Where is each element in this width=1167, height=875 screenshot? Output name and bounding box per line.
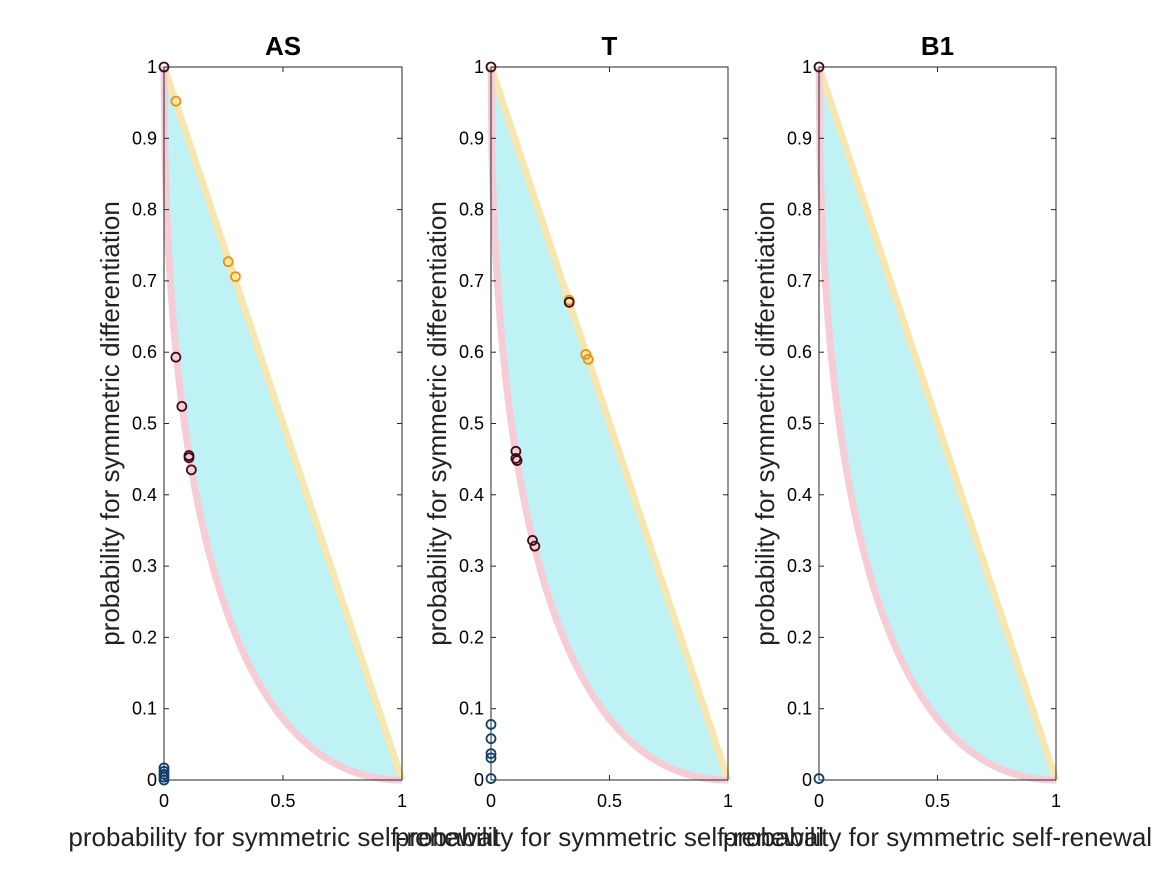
y-tick-label: 1 — [147, 57, 157, 77]
y-tick-label: 0.8 — [787, 200, 812, 220]
panel-0: 0 0.1 0.2 0.3 0.4 0.5 0.6 0.7 0.8 0.9 1 0 0.5 1 AS prob… — [68, 31, 497, 852]
data-point — [176, 400, 188, 412]
y-tick-label: 0.5 — [132, 414, 157, 434]
chart-title: T — [602, 31, 618, 61]
y-tick-label: 0 — [802, 770, 812, 790]
data-point — [485, 748, 497, 760]
y-tick-label: 0.6 — [787, 342, 812, 362]
data-point — [813, 61, 825, 73]
data-point — [511, 455, 523, 466]
y-tick-label: 0.8 — [459, 200, 484, 220]
y-tick-label: 0.4 — [787, 485, 812, 505]
y-tick-label: 0.1 — [787, 699, 812, 719]
y-tick-label: 0.6 — [459, 342, 484, 362]
y-tick-label: 1 — [802, 57, 812, 77]
x-tick-label: 0.5 — [597, 791, 622, 811]
data-point — [158, 766, 170, 777]
y-axis-label: probability for symmetric differentiatio… — [95, 201, 125, 646]
y-tick-label: 0.3 — [459, 556, 484, 576]
data-point — [529, 540, 541, 552]
data-point — [158, 762, 170, 774]
data-point — [229, 271, 241, 283]
y-tick-label: 0.3 — [132, 556, 157, 576]
y-tick-label: 0 — [147, 770, 157, 790]
y-tick-label: 0.4 — [459, 485, 484, 505]
y-tick-label: 0.9 — [459, 128, 484, 148]
x-tick-label: 1 — [723, 791, 733, 811]
data-point — [582, 353, 594, 365]
y-axis-label: probability for symmetric differentiatio… — [422, 201, 452, 646]
y-tick-label: 0 — [474, 770, 484, 790]
y-axis-label: probability for symmetric differentiatio… — [750, 201, 780, 646]
y-tick-label: 0.5 — [459, 414, 484, 434]
x-tick-label: 1 — [397, 791, 407, 811]
upper-boundary-line — [815, 65, 1060, 782]
data-point — [170, 351, 182, 363]
x-tick-label: 0.5 — [925, 791, 950, 811]
x-axis-label: probability for symmetric self-renewal — [68, 822, 497, 852]
chart-title: AS — [265, 31, 301, 61]
x-tick-label: 0 — [486, 791, 496, 811]
y-tick-label: 0.7 — [787, 271, 812, 291]
y-tick-label: 0.2 — [787, 627, 812, 647]
data-point — [485, 61, 497, 73]
data-point — [185, 464, 197, 476]
lower-boundary-curve — [815, 66, 1056, 784]
y-tick-label: 0.5 — [787, 414, 812, 434]
y-tick-label: 0.2 — [132, 627, 157, 647]
y-tick-label: 0.6 — [132, 342, 157, 362]
data-point — [158, 61, 170, 73]
y-tick-label: 0.1 — [459, 699, 484, 719]
data-point — [527, 535, 538, 546]
y-tick-label: 1 — [474, 57, 484, 77]
y-tick-label: 0.7 — [459, 271, 484, 291]
y-tick-label: 0.7 — [132, 271, 157, 291]
data-point — [563, 296, 575, 308]
chart-title: B1 — [921, 31, 954, 61]
data-point — [222, 256, 234, 268]
data-point — [813, 773, 825, 784]
y-tick-label: 0.3 — [787, 556, 812, 576]
data-point — [485, 733, 497, 745]
data-point — [485, 752, 497, 764]
upper-boundary-line — [160, 65, 406, 782]
y-tick-label: 0.9 — [787, 128, 812, 148]
x-tick-label: 0.5 — [270, 791, 295, 811]
data-point — [485, 773, 497, 784]
data-point — [485, 718, 497, 730]
y-tick-label: 0.4 — [132, 485, 157, 505]
x-tick-label: 1 — [1051, 791, 1061, 811]
y-tick-label: 0.9 — [132, 128, 157, 148]
y-tick-label: 0.2 — [459, 627, 484, 647]
data-point — [183, 452, 195, 464]
data-point — [580, 348, 592, 360]
x-axis-label: probability for symmetric self-renewal — [723, 822, 1152, 852]
x-tick-label: 0 — [159, 791, 169, 811]
lower-boundary-curve — [487, 66, 728, 784]
x-tick-label: 0 — [814, 791, 824, 811]
upper-boundary-line — [487, 65, 732, 782]
data-point — [170, 95, 182, 107]
panel-1: 0 0.1 0.2 0.3 0.4 0.5 0.6 0.7 0.8 0.9 1 0 0.5 1 Tproba… — [395, 31, 824, 852]
x-axis-label: probability for symmetric self-renewal — [395, 822, 824, 852]
panel-2: 0 0.1 0.2 0.3 0.4 0.5 0.6 0.7 0.8 0.9 1 0 0.5 1 B1 prob… — [723, 31, 1152, 852]
lower-boundary-curve — [160, 66, 402, 784]
y-tick-label: 0.1 — [132, 699, 157, 719]
y-tick-label: 0.8 — [132, 200, 157, 220]
